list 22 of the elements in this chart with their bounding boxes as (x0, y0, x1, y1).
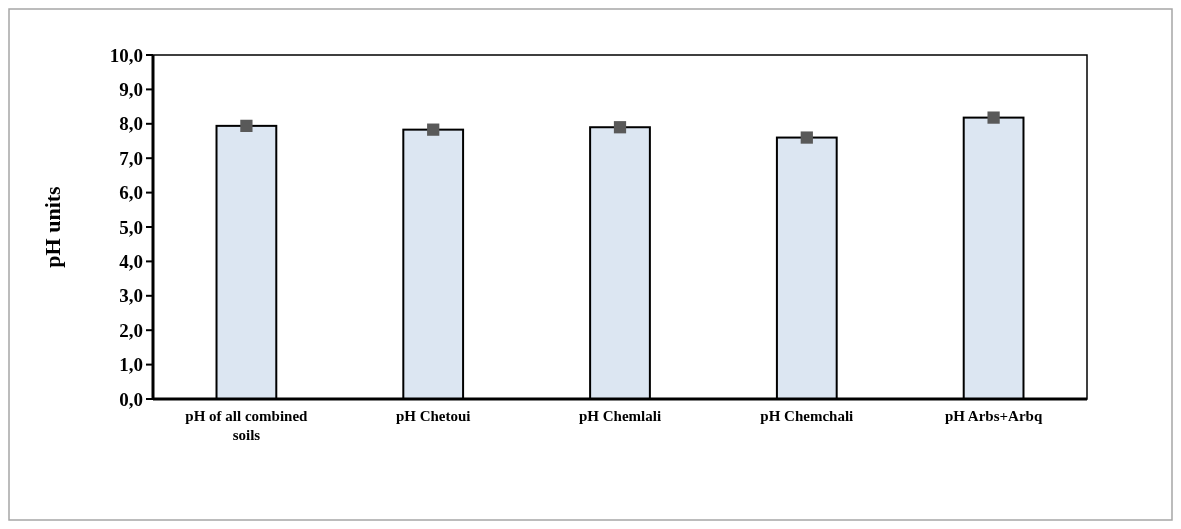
x-tick-label: pH Arbs+Arbq (944, 408, 1043, 424)
point (987, 111, 1000, 124)
y-tick-label: 3,0 (119, 285, 143, 307)
y-tick-label: 0,0 (119, 388, 143, 410)
x-tick-label: pH of all combined soils (185, 408, 309, 443)
y-tick-label: 4,0 (119, 251, 143, 273)
point (800, 131, 813, 144)
y-axis-title: pH units (40, 185, 65, 268)
y-tick-label: 9,0 (119, 79, 143, 101)
y-tick-label: 7,0 (119, 147, 143, 169)
point (427, 123, 440, 136)
point (240, 119, 253, 132)
y-tick-label: 1,0 (119, 354, 143, 376)
y-tick-label: 10,0 (109, 44, 143, 66)
y-tick-label: 2,0 (119, 319, 143, 341)
x-tick-label: pH Chemchali (760, 408, 854, 424)
y-tick-label: 5,0 (119, 216, 143, 238)
x-tick-label: pH Chemlali (578, 408, 662, 424)
x-tick-label: pH Chetoui (395, 408, 471, 424)
point (613, 121, 627, 134)
y-tick-label: 8,0 (119, 113, 143, 135)
y-tick-label: 6,0 (119, 182, 143, 204)
